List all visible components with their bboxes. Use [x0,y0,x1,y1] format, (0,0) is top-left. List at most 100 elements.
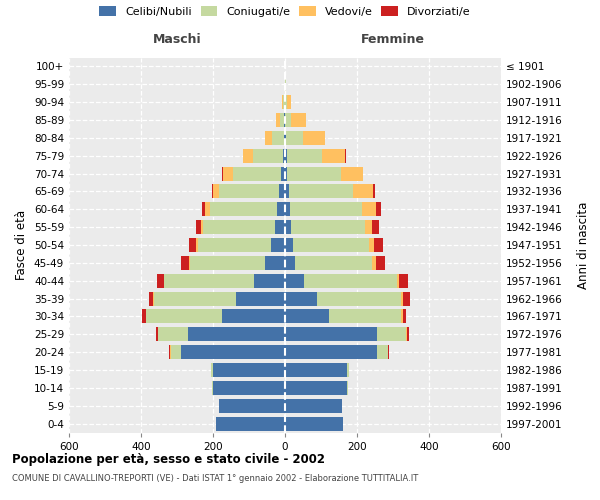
Bar [373,184,375,198]
Bar [363,166,364,180]
Bar [295,256,373,270]
Bar [285,184,289,198]
Bar [373,256,376,270]
Bar [271,238,285,252]
Bar [283,95,284,109]
Bar [236,292,285,306]
Bar [280,113,284,127]
Bar [388,345,389,359]
Bar [277,113,280,127]
Bar [277,202,285,216]
Bar [407,328,409,341]
Bar [286,95,287,109]
Bar [287,148,322,162]
Bar [374,238,383,252]
Bar [196,220,201,234]
Bar [189,256,190,270]
Bar [220,399,285,412]
Bar [403,310,406,324]
Bar [291,113,305,127]
Bar [285,220,291,234]
Bar [303,131,325,145]
Bar [287,95,291,109]
Bar [377,328,406,341]
Bar [347,363,349,377]
Bar [285,399,342,412]
Bar [286,113,291,127]
Bar [211,202,277,216]
Bar [146,310,222,324]
Y-axis label: Fasce di età: Fasce di età [16,210,28,280]
Bar [202,202,205,216]
Bar [285,202,290,216]
Bar [212,381,213,395]
Bar [401,310,403,324]
Bar [205,202,211,216]
Bar [376,256,385,270]
Bar [265,256,285,270]
Bar [181,345,285,359]
Bar [190,256,265,270]
Bar [254,274,285,287]
Bar [406,328,407,341]
Bar [285,148,287,162]
Bar [278,184,285,198]
Bar [282,95,283,109]
Bar [216,416,285,430]
Bar [285,345,377,359]
Text: Femmine: Femmine [361,33,425,46]
Legend: Celibi/Nubili, Coniugati/e, Vedovi/e, Divorziati/e: Celibi/Nubili, Coniugati/e, Vedovi/e, Di… [96,3,474,20]
Bar [272,131,284,145]
Bar [329,310,401,324]
Bar [149,292,153,306]
Bar [289,184,353,198]
Bar [345,148,346,162]
Bar [253,148,283,162]
Bar [285,78,286,91]
Bar [365,220,372,234]
Bar [181,256,189,270]
Bar [285,256,295,270]
Bar [156,328,158,341]
Bar [285,328,377,341]
Text: Maschi: Maschi [152,33,202,46]
Bar [285,166,287,180]
Bar [219,184,278,198]
Bar [212,184,219,198]
Bar [403,292,410,306]
Bar [401,292,403,306]
Bar [213,381,285,395]
Bar [285,238,293,252]
Bar [243,148,253,162]
Bar [164,274,254,287]
Bar [188,238,196,252]
Bar [197,238,271,252]
Bar [284,113,285,127]
Bar [281,166,285,180]
Bar [317,292,401,306]
Bar [283,148,285,162]
Bar [304,274,397,287]
Bar [285,292,317,306]
Bar [284,131,285,145]
Bar [322,148,345,162]
Bar [196,238,197,252]
Text: Popolazione per età, sesso e stato civile - 2002: Popolazione per età, sesso e stato civil… [12,452,325,466]
Bar [341,166,363,180]
Bar [362,202,376,216]
Bar [285,131,286,145]
Bar [203,220,275,234]
Y-axis label: Anni di nascita: Anni di nascita [577,202,590,288]
Bar [285,274,304,287]
Bar [285,310,329,324]
Bar [377,345,388,359]
Bar [368,238,374,252]
Bar [287,166,341,180]
Bar [285,363,347,377]
Bar [142,310,146,324]
Bar [293,238,368,252]
Bar [353,184,373,198]
Bar [169,345,170,359]
Bar [153,292,154,306]
Bar [286,131,303,145]
